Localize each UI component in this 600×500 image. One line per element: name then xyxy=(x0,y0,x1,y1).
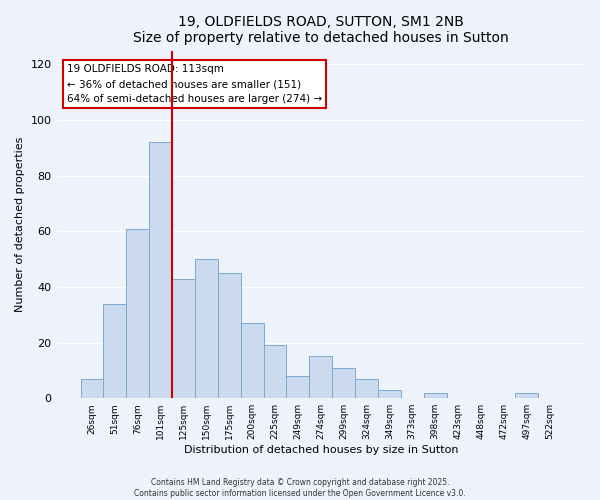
Bar xyxy=(149,142,172,398)
Text: 19 OLDFIELDS ROAD: 113sqm
← 36% of detached houses are smaller (151)
64% of semi: 19 OLDFIELDS ROAD: 113sqm ← 36% of detac… xyxy=(67,64,322,104)
Bar xyxy=(172,278,195,398)
Bar xyxy=(241,323,263,398)
Text: Contains HM Land Registry data © Crown copyright and database right 2025.
Contai: Contains HM Land Registry data © Crown c… xyxy=(134,478,466,498)
Bar xyxy=(515,392,538,398)
Bar xyxy=(424,392,446,398)
Bar xyxy=(195,259,218,398)
Bar xyxy=(286,376,310,398)
Bar xyxy=(355,378,378,398)
Y-axis label: Number of detached properties: Number of detached properties xyxy=(15,136,25,312)
X-axis label: Distribution of detached houses by size in Sutton: Distribution of detached houses by size … xyxy=(184,445,458,455)
Bar xyxy=(80,378,103,398)
Bar xyxy=(103,304,127,398)
Bar xyxy=(263,346,286,398)
Bar xyxy=(127,228,149,398)
Bar xyxy=(378,390,401,398)
Bar xyxy=(310,356,332,398)
Bar xyxy=(218,273,241,398)
Title: 19, OLDFIELDS ROAD, SUTTON, SM1 2NB
Size of property relative to detached houses: 19, OLDFIELDS ROAD, SUTTON, SM1 2NB Size… xyxy=(133,15,509,45)
Bar xyxy=(332,368,355,398)
